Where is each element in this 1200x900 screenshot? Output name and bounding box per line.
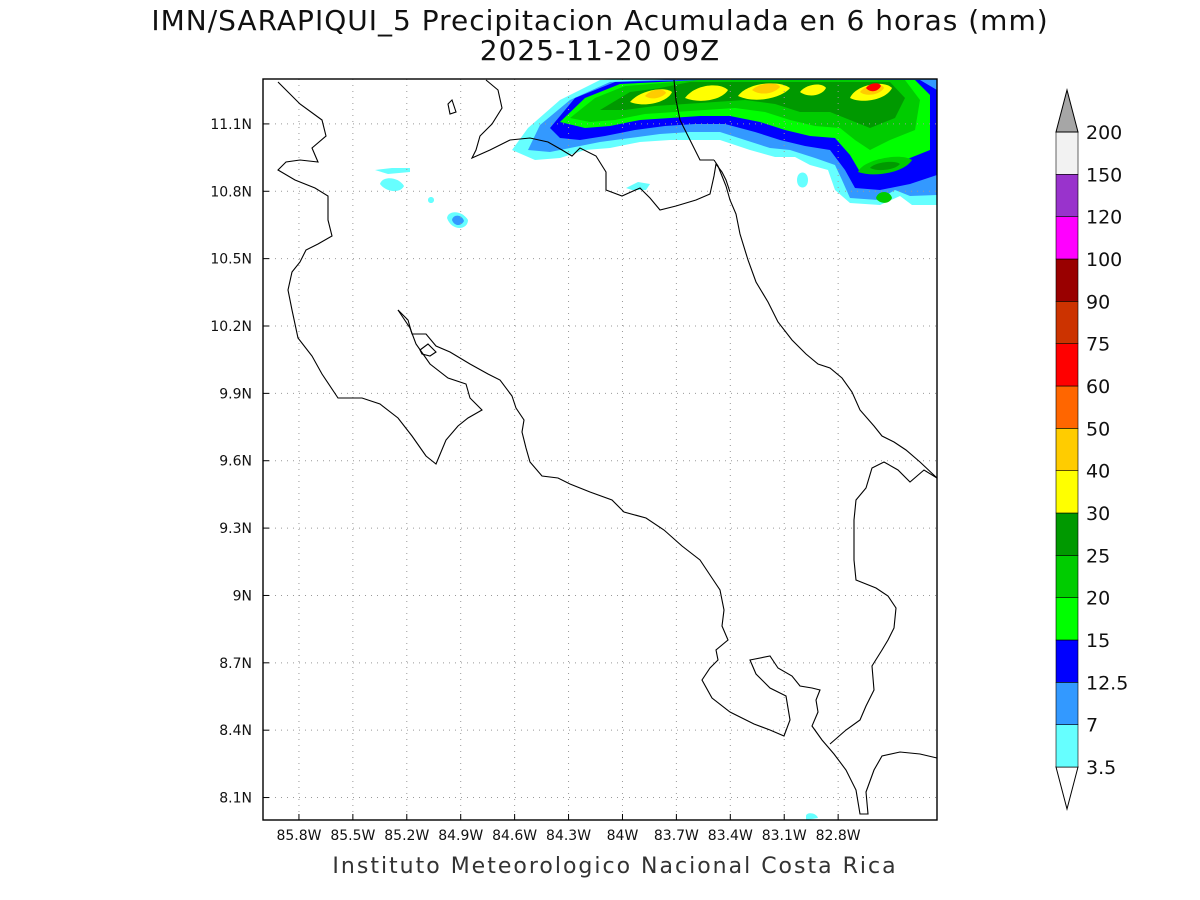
lat-tick-label: 8.7N xyxy=(219,656,252,672)
colorbar-label: 30 xyxy=(1086,503,1110,525)
colorbar-swatch xyxy=(1055,512,1079,556)
colorbar-swatch xyxy=(1055,385,1079,429)
lat-tick-label: 10.5N xyxy=(210,252,252,268)
precip-band-3-5 xyxy=(375,168,410,174)
lon-tick-label: 82.8W xyxy=(816,828,861,844)
colorbar: 3.5 7 12.5 15 20 25 30 40 50 60 75 90 100 120 150 200 xyxy=(1055,88,1128,811)
colorbar-label: 90 xyxy=(1086,291,1110,313)
precip-band-30 xyxy=(800,84,826,96)
colorbar-label: 40 xyxy=(1086,461,1110,483)
lon-tick-label: 85.2W xyxy=(384,828,429,844)
colorbar-label: 50 xyxy=(1086,418,1110,440)
precip-band-20 xyxy=(876,192,892,203)
lon-tick-label: 84.3W xyxy=(546,828,591,844)
lat-tick-label: 8.1N xyxy=(219,791,252,807)
colorbar-label: 100 xyxy=(1086,249,1122,271)
precip-band-25 xyxy=(870,161,900,171)
lat-tick-label: 8.4N xyxy=(219,723,252,739)
lon-tick-label: 85.5W xyxy=(330,828,375,844)
colorbar-swatch xyxy=(1055,639,1079,683)
colorbar-min-arrow xyxy=(1055,766,1079,811)
colorbar-swatch xyxy=(1055,555,1079,598)
map-grid xyxy=(263,79,937,820)
precip-band-3-5 xyxy=(626,182,650,190)
colorbar-swatch xyxy=(1055,597,1079,641)
precip-band-25 xyxy=(600,82,905,128)
lon-tick-label: 84W xyxy=(607,828,639,844)
colorbar-swatch xyxy=(1055,216,1079,260)
lon-tick-label: 84.9W xyxy=(438,828,483,844)
precip-band-3-5 xyxy=(797,172,808,188)
colorbar-swatch xyxy=(1055,174,1079,217)
colorbar-label: 25 xyxy=(1086,545,1110,567)
precip-band-3-5 xyxy=(380,178,404,192)
precip-band-60 xyxy=(866,83,881,92)
map-subtitle: 2025-11-20 09Z xyxy=(479,34,721,67)
lon-tick-label: 83.7W xyxy=(654,828,699,844)
lat-tick-label: 9N xyxy=(233,588,252,604)
colorbar-label: 7 xyxy=(1086,715,1098,737)
lon-tick-label: 85.8W xyxy=(276,828,321,844)
map-title: IMN/SARAPIQUI_5 Precipitacion Acumulada … xyxy=(151,4,1049,37)
colorbar-swatch xyxy=(1055,724,1079,768)
colorbar-label: 60 xyxy=(1086,376,1110,398)
colorbar-label: 3.5 xyxy=(1086,757,1116,779)
colorbar-swatch xyxy=(1055,131,1079,175)
colorbar-swatch xyxy=(1055,470,1079,514)
lon-tick-label: 84.6W xyxy=(492,828,537,844)
precip-band-3-5 xyxy=(806,813,818,820)
lat-tick-label: 10.2N xyxy=(210,319,252,335)
colorbar-label: 15 xyxy=(1086,630,1110,652)
colorbar-label: 12.5 xyxy=(1086,672,1128,694)
colorbar-swatch xyxy=(1055,343,1079,387)
lat-tick-label: 11.1N xyxy=(210,117,252,133)
map-frame xyxy=(262,78,938,821)
precip-band-40 xyxy=(645,89,666,99)
latitude-axis: 8.1N 8.4N 8.7N 9N 9.3N 9.6N 9.9N 10.2N 10.5N 10.8… xyxy=(210,117,252,807)
colorbar-swatch xyxy=(1055,301,1079,344)
colorbar-label: 150 xyxy=(1086,164,1122,186)
longitude-axis: 85.8W 85.5W 85.2W 84.9W 84.6W 84.3W 84W 83.7W 83… xyxy=(276,828,860,844)
lat-tick-label: 9.9N xyxy=(219,386,252,402)
credit-text: Instituto Meteorologico Nacional Costa R… xyxy=(332,854,898,879)
lat-tick-label: 10.8N xyxy=(210,184,252,200)
precip-band-30 xyxy=(685,85,728,101)
colorbar-swatch xyxy=(1055,258,1079,302)
colorbar-label: 20 xyxy=(1086,588,1110,610)
colorbar-label: 200 xyxy=(1086,122,1122,144)
colorbar-max-arrow xyxy=(1055,88,1079,133)
precipitation-field xyxy=(375,79,937,820)
lat-tick-label: 9.3N xyxy=(219,521,252,537)
lat-tick-label: 9.6N xyxy=(219,454,252,470)
precip-band-40 xyxy=(752,83,780,94)
lon-tick-label: 83.4W xyxy=(708,828,753,844)
colorbar-label: 75 xyxy=(1086,334,1110,356)
coastline xyxy=(277,79,938,815)
colorbar-swatch xyxy=(1055,682,1079,725)
colorbar-label: 120 xyxy=(1086,207,1122,229)
precip-band-3-5 xyxy=(428,197,434,203)
lon-tick-label: 83.1W xyxy=(762,828,807,844)
colorbar-swatch xyxy=(1055,428,1079,471)
